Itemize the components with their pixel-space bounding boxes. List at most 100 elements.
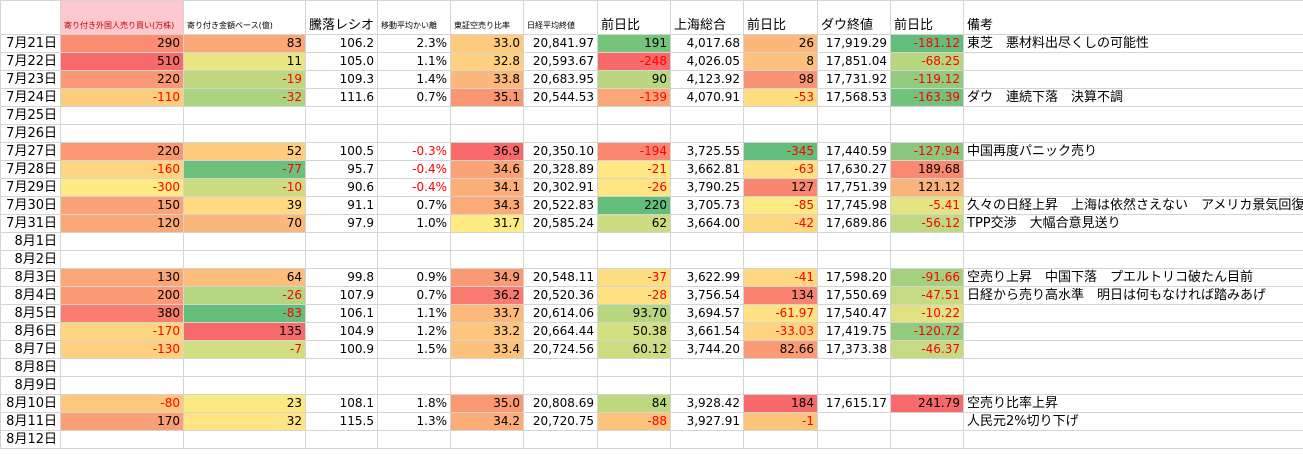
value-cell: 8 [743,52,818,71]
note-cell [963,124,1303,143]
value-cell: -19 [183,70,306,89]
value-cell: 20,724.56 [523,340,598,359]
value-cell: 35.1 [450,88,524,107]
value-cell: 134 [743,286,818,305]
value-cell: 120 [60,214,184,233]
value-cell [817,250,891,269]
value-cell: 95.7 [305,160,378,179]
value-cell: 3,756.54 [670,286,744,305]
value-cell [60,232,184,251]
value-cell [523,376,598,395]
value-cell: 4,070.91 [670,88,744,107]
data-row: 7月29日 -300 -10 90.6 -0.4% 34.1 20,302.91 -26 3,7… [0,178,1303,197]
value-cell [183,358,306,377]
value-cell [183,124,306,143]
value-cell: -41 [743,268,818,287]
value-cell [377,430,451,449]
value-cell: -56.12 [890,214,964,233]
value-cell: 189.68 [890,160,964,179]
value-cell: -32 [183,88,306,107]
value-cell: 20,302.91 [523,178,598,197]
date-cell: 7月26日 [0,124,61,143]
value-cell: 3,694.57 [670,304,744,323]
value-cell: -345 [743,142,818,161]
column-header: 備考 [963,0,1303,35]
value-cell: 60.12 [597,340,671,359]
value-cell: -300 [60,178,184,197]
value-cell [183,232,306,251]
value-cell: 20,548.11 [523,268,598,287]
value-cell: 98 [743,70,818,89]
data-row: 8月4日 200 -26 107.9 0.7% 36.2 20,520.36 -28 3,756… [0,286,1303,305]
value-cell: 4,026.05 [670,52,744,71]
value-cell: 17,745.98 [817,196,891,215]
value-cell [890,250,964,269]
column-header: 日経平均終値 [523,0,598,35]
value-cell: 70 [183,214,306,233]
value-cell: 93.70 [597,304,671,323]
value-cell: 105.0 [305,52,378,71]
value-cell [817,430,891,449]
value-cell [60,106,184,125]
value-cell: 0.9% [377,268,451,287]
value-cell: 84 [597,394,671,413]
note-cell [963,430,1303,449]
value-cell: 33.2 [450,322,524,341]
value-cell: -130 [60,340,184,359]
data-row: 7月22日 510 11 105.0 1.1% 32.8 20,593.67 -248 4,02… [0,52,1303,71]
value-cell: 23 [183,394,306,413]
value-cell: -26 [597,178,671,197]
value-cell: 17,630.27 [817,160,891,179]
note-cell: 久々の日経上昇 上海は依然さえない アメリカ景気回復 [963,196,1303,215]
value-cell [60,376,184,395]
value-cell: 34.3 [450,196,524,215]
data-row: 8月10日 -80 23 108.1 1.8% 35.0 20,808.69 84 3,928.… [0,394,1303,413]
value-cell: -85 [743,196,818,215]
value-cell: 50.38 [597,322,671,341]
value-cell [377,232,451,251]
value-cell: 290 [60,34,184,53]
value-cell: 39 [183,196,306,215]
value-cell: -83 [183,304,306,323]
value-cell: -42 [743,214,818,233]
value-cell: 33.0 [450,34,524,53]
data-row: 8月3日 130 64 99.8 0.9% 34.9 20,548.11 -37 3,622.9… [0,268,1303,287]
value-cell: 108.1 [305,394,378,413]
value-cell: 20,522.83 [523,196,598,215]
value-cell [305,106,378,125]
value-cell [450,376,524,395]
note-cell [963,160,1303,179]
note-cell [963,52,1303,71]
value-cell: 17,440.59 [817,142,891,161]
value-cell [183,106,306,125]
data-row: 8月5日 380 -83 106.1 1.1% 33.7 20,614.06 93.70 3,6… [0,304,1303,323]
value-cell: -61.97 [743,304,818,323]
value-cell [670,124,744,143]
data-row: 7月24日 -110 -32 111.6 0.7% 35.1 20,544.53 -139 4,… [0,88,1303,107]
value-cell [523,232,598,251]
note-cell [963,232,1303,251]
value-cell: 0.7% [377,286,451,305]
column-header: 寄り付き金額ベース(億) [183,0,306,35]
value-cell: -46.37 [890,340,964,359]
note-cell: 人民元2%切り下げ [963,412,1303,431]
value-cell: 17,615.17 [817,394,891,413]
date-cell: 8月4日 [0,286,61,305]
data-row: 8月7日 -130 -7 100.9 1.5% 33.4 20,724.56 60.12 3,7… [0,340,1303,359]
value-cell [305,232,378,251]
value-cell: 106.2 [305,34,378,53]
value-cell: 2.3% [377,34,451,53]
value-cell: 220 [597,196,671,215]
value-cell [817,232,891,251]
value-cell: 62 [597,214,671,233]
value-cell: 20,585.24 [523,214,598,233]
value-cell [597,250,671,269]
value-cell [817,376,891,395]
value-cell: 11 [183,52,306,71]
value-cell [523,124,598,143]
value-cell: -63 [743,160,818,179]
value-cell: 1.1% [377,52,451,71]
data-row: 8月1日 [0,232,1303,251]
value-cell [670,358,744,377]
value-cell [183,376,306,395]
